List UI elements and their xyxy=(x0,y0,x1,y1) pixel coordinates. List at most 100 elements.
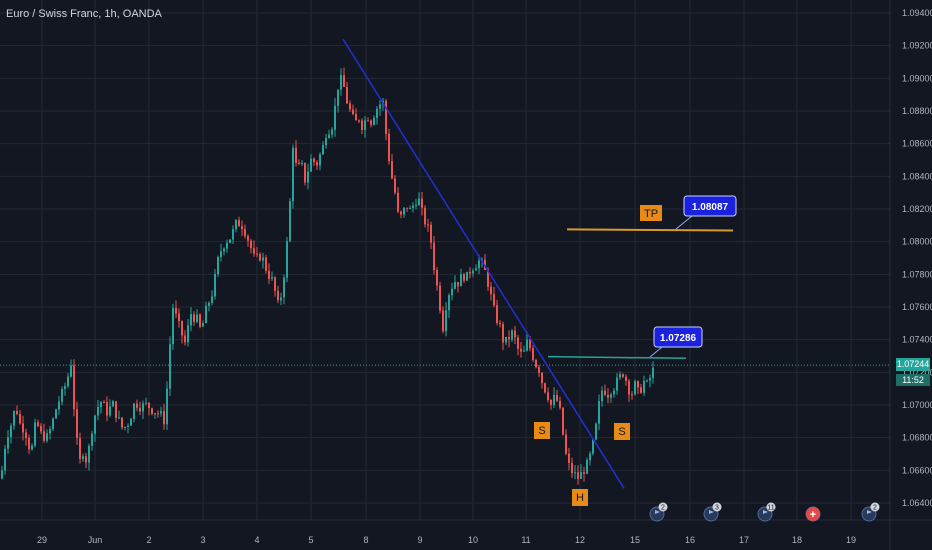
left-shoulder-label-box xyxy=(534,422,550,439)
head-label: H xyxy=(576,492,584,504)
plus-icon xyxy=(806,507,820,521)
candle-body xyxy=(301,162,303,165)
candle-body xyxy=(124,426,126,428)
candle-body xyxy=(19,414,21,424)
candle-body xyxy=(310,158,312,172)
candle-body xyxy=(385,100,387,134)
candle-body xyxy=(202,323,204,327)
tp-label: TP xyxy=(644,208,658,220)
candle-body xyxy=(181,320,183,336)
tp-price-callout-box xyxy=(683,195,737,217)
candle-body xyxy=(253,248,255,254)
event-count: 2 xyxy=(661,505,665,512)
candle-body xyxy=(199,314,201,327)
event-count-badge xyxy=(870,502,880,512)
candle-body xyxy=(613,390,615,395)
candle-body xyxy=(541,372,543,384)
candle-body xyxy=(316,162,318,166)
candle-body xyxy=(46,433,48,441)
candle-body xyxy=(565,434,567,454)
y-tick-label: 1.07400 xyxy=(902,335,932,345)
candle-body xyxy=(193,314,195,322)
candle-body xyxy=(469,271,471,274)
candle-body xyxy=(337,89,339,106)
candle-body xyxy=(403,207,405,215)
y-tick-label: 1.08600 xyxy=(902,139,932,149)
candle-body xyxy=(49,429,51,434)
candle-body xyxy=(109,406,111,416)
candle-body xyxy=(172,307,174,345)
candle-body xyxy=(286,241,288,278)
candle-body xyxy=(307,171,309,183)
y-tick-label: 1.09200 xyxy=(902,41,932,51)
candle-body xyxy=(634,381,636,395)
candle-body xyxy=(322,145,324,155)
neckline-price-callout-box xyxy=(653,326,703,348)
candle-body xyxy=(343,75,345,87)
candle-body xyxy=(169,344,171,389)
candle-body xyxy=(406,207,408,209)
y-tick-label: 1.07800 xyxy=(902,269,932,279)
candle-body xyxy=(580,472,582,479)
candle-body xyxy=(358,120,360,122)
candle-body xyxy=(496,305,498,323)
candle-body xyxy=(511,330,513,340)
candle-body xyxy=(355,114,357,121)
candle-body xyxy=(148,402,150,409)
candle-body xyxy=(472,270,474,274)
candle-body xyxy=(373,117,375,125)
candle-body xyxy=(31,445,33,450)
x-tick-label: 15 xyxy=(630,535,640,545)
y-tick-label: 1.07600 xyxy=(902,302,932,312)
neckline-price-callout-pointer xyxy=(649,346,663,358)
event-count-badge xyxy=(712,502,722,512)
candle-body xyxy=(331,129,333,135)
candle-body xyxy=(571,462,573,474)
x-tick-label: Jun xyxy=(88,535,103,545)
candle-body xyxy=(115,401,117,418)
y-tick-label: 1.08400 xyxy=(902,171,932,181)
x-tick-label: 11 xyxy=(521,535,530,545)
candle-body xyxy=(238,219,240,227)
candle-body xyxy=(478,260,480,269)
candle-body xyxy=(7,437,9,449)
candle-body xyxy=(229,239,231,243)
candle-body xyxy=(550,399,552,405)
x-tick-label: 5 xyxy=(308,535,313,545)
candle-body xyxy=(91,433,93,446)
candle-body xyxy=(82,456,84,459)
candle-body xyxy=(616,377,618,391)
event-count-badge xyxy=(658,502,668,512)
candle-body xyxy=(505,336,507,343)
candle-body xyxy=(37,422,39,427)
candle-body xyxy=(637,381,639,388)
candle-body xyxy=(562,407,564,435)
candle-body xyxy=(649,377,651,381)
candle-body xyxy=(412,205,414,209)
candle-body xyxy=(232,229,234,240)
candle-body xyxy=(622,374,624,377)
y-tick-label: 1.08800 xyxy=(902,106,932,116)
neckline xyxy=(547,355,687,360)
candle-body xyxy=(430,224,432,243)
candle-body xyxy=(526,339,528,351)
candle-body xyxy=(118,417,120,419)
flag-icon xyxy=(763,510,768,518)
candle-body xyxy=(64,386,66,389)
candle-body xyxy=(241,226,243,230)
candle-body xyxy=(100,402,102,408)
candle-body xyxy=(196,314,198,322)
head-label-box xyxy=(572,489,588,506)
candle-body xyxy=(1,470,3,479)
tp-label-box xyxy=(640,205,662,221)
candle-body xyxy=(265,257,267,271)
candle-body xyxy=(409,208,411,210)
candle-body xyxy=(103,402,105,404)
candle-body xyxy=(376,108,378,118)
event-count-badge xyxy=(766,502,776,512)
candle-body xyxy=(493,294,495,306)
candle-body xyxy=(295,147,297,163)
candle-body xyxy=(520,348,522,352)
candle-body xyxy=(574,472,576,474)
